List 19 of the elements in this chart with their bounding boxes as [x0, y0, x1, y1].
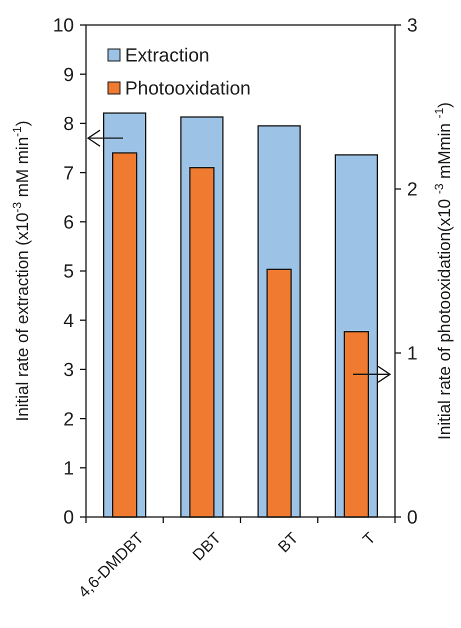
y-tick-label: 9: [63, 64, 74, 86]
x-tick-label: BT: [275, 530, 302, 556]
legend-label: Extraction: [125, 46, 210, 67]
y-tick-label: 10: [52, 16, 74, 37]
y-tick-label: 8: [63, 114, 74, 136]
x-tick-label: T: [360, 530, 380, 549]
y-tick-label: 4: [63, 310, 74, 332]
y-tick-label: 1: [63, 458, 74, 480]
y2-tick-label: 0: [407, 508, 418, 529]
y-tick-label: 6: [63, 212, 74, 234]
y2-tick-label: 1: [407, 344, 418, 365]
y-tick-label: 7: [63, 163, 74, 184]
legend-label: Photooxidation: [125, 78, 251, 100]
y2-tick-label: 3: [407, 16, 418, 37]
y-tick-label: 3: [63, 360, 74, 382]
y-tick-label: 5: [63, 262, 74, 283]
y-tick-label: 2: [63, 409, 74, 430]
y-tick-label: 0: [63, 508, 74, 529]
y2-tick-label: 2: [407, 180, 418, 201]
